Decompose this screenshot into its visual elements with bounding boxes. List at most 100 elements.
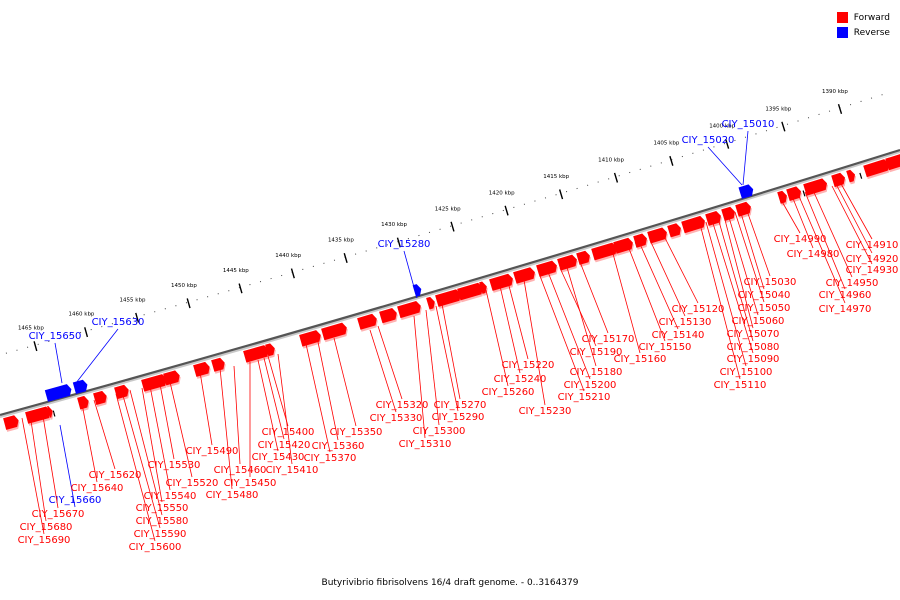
forward-gene[interactable] xyxy=(163,370,180,386)
forward-gene[interactable] xyxy=(536,260,557,277)
gene-label[interactable]: CIY_15420 xyxy=(258,440,311,451)
forward-gene[interactable] xyxy=(265,343,275,357)
gene-label[interactable]: CIY_15670 xyxy=(32,509,85,520)
forward-gene[interactable] xyxy=(379,308,397,324)
forward-gene[interactable] xyxy=(735,201,751,217)
gene-label[interactable]: CIY_15530 xyxy=(148,460,201,471)
gene-label[interactable]: CIY_15090 xyxy=(727,354,780,365)
gene-label[interactable]: CIY_15620 xyxy=(89,470,142,481)
forward-gene[interactable] xyxy=(457,282,483,301)
forward-gene[interactable] xyxy=(681,215,705,234)
gene-label[interactable]: CIY_14980 xyxy=(787,249,840,260)
gene-label[interactable]: CIY_15410 xyxy=(266,465,319,476)
forward-gene[interactable] xyxy=(786,186,801,201)
forward-gene[interactable] xyxy=(243,345,269,363)
forward-gene[interactable] xyxy=(321,322,347,341)
forward-gene[interactable] xyxy=(426,296,435,310)
gene-label[interactable]: CIY_15370 xyxy=(304,453,357,464)
forward-gene[interactable] xyxy=(141,374,167,392)
gene-label[interactable]: CIY_15330 xyxy=(370,413,423,424)
gene-label[interactable]: CIY_14970 xyxy=(819,304,872,315)
gene-label[interactable]: CIY_15270 xyxy=(434,400,487,411)
gene-label[interactable]: CIY_15070 xyxy=(727,329,780,340)
forward-gene[interactable] xyxy=(513,267,535,284)
forward-gene[interactable] xyxy=(777,190,787,204)
gene-label[interactable]: CIY_15210 xyxy=(558,392,611,403)
forward-gene[interactable] xyxy=(479,281,487,294)
gene-label[interactable]: CIY_15110 xyxy=(714,380,767,391)
forward-gene[interactable] xyxy=(77,395,89,410)
gene-label[interactable]: CIY_15100 xyxy=(720,367,773,378)
gene-label[interactable]: CIY_15320 xyxy=(376,400,429,411)
forward-gene[interactable] xyxy=(885,154,900,171)
gene-label[interactable]: CIY_15580 xyxy=(136,516,189,527)
gene-label[interactable]: CIY_15200 xyxy=(564,380,617,391)
forward-gene[interactable] xyxy=(831,172,845,188)
gene-label[interactable]: CIY_15060 xyxy=(732,316,785,327)
gene-label[interactable]: CIY_14910 xyxy=(846,240,899,251)
forward-gene[interactable] xyxy=(489,273,513,291)
gene-label[interactable]: CIY_15180 xyxy=(570,367,623,378)
forward-gene[interactable] xyxy=(633,233,647,248)
gene-label[interactable]: CIY_15300 xyxy=(413,426,466,437)
gene-label[interactable]: CIY_14920 xyxy=(846,254,899,265)
gene-label[interactable]: CIY_15520 xyxy=(166,478,219,489)
gene-label[interactable]: CIY_15630 xyxy=(92,317,145,328)
forward-gene[interactable] xyxy=(613,237,633,254)
gene-label[interactable]: CIY_15130 xyxy=(659,317,712,328)
gene-label[interactable]: CIY_15080 xyxy=(727,342,780,353)
gene-label[interactable]: CIY_15690 xyxy=(18,535,71,546)
gene-label[interactable]: CIY_15460 xyxy=(214,465,267,476)
gene-label[interactable]: CIY_15430 xyxy=(252,452,305,463)
gene-label[interactable]: CIY_15030 xyxy=(744,277,797,288)
gene-label[interactable]: CIY_14990 xyxy=(774,234,827,245)
forward-gene[interactable] xyxy=(846,169,855,183)
gene-label[interactable]: CIY_15220 xyxy=(502,360,555,371)
reverse-gene[interactable] xyxy=(738,184,754,199)
forward-gene[interactable] xyxy=(591,242,617,261)
gene-label[interactable]: CIY_15640 xyxy=(71,483,124,494)
gene-label[interactable]: CIY_15050 xyxy=(738,303,791,314)
forward-gene[interactable] xyxy=(557,254,577,271)
forward-gene[interactable] xyxy=(25,406,51,424)
forward-gene[interactable] xyxy=(3,415,19,430)
forward-gene[interactable] xyxy=(93,390,107,405)
gene-label[interactable]: CIY_15480 xyxy=(206,490,259,501)
gene-label[interactable]: CIY_15600 xyxy=(129,542,182,553)
gene-label[interactable]: CIY_15660 xyxy=(49,495,102,506)
gene-label[interactable]: CIY_15490 xyxy=(186,446,239,457)
forward-gene[interactable] xyxy=(863,159,889,178)
forward-gene[interactable] xyxy=(357,313,377,330)
gene-label[interactable]: CIY_15280 xyxy=(378,239,431,250)
gene-label[interactable]: CIY_15290 xyxy=(432,412,485,423)
gene-label[interactable]: CIY_15260 xyxy=(482,387,535,398)
reverse-gene[interactable] xyxy=(72,379,88,394)
forward-gene[interactable] xyxy=(803,178,827,196)
gene-label[interactable]: CIY_15230 xyxy=(519,406,572,417)
forward-gene[interactable] xyxy=(667,223,681,238)
gene-label[interactable]: CIY_15170 xyxy=(582,334,635,345)
gene-label[interactable]: CIY_15040 xyxy=(738,290,791,301)
gene-label[interactable]: CIY_15310 xyxy=(399,439,452,450)
gene-label[interactable]: CIY_15140 xyxy=(652,330,705,341)
gene-label[interactable]: CIY_15650 xyxy=(29,331,82,342)
gene-label[interactable]: CIY_14930 xyxy=(846,265,899,276)
gene-label[interactable]: CIY_15190 xyxy=(570,347,623,358)
gene-label[interactable]: CIY_15360 xyxy=(312,441,365,452)
gene-label[interactable]: CIY_15020 xyxy=(682,135,735,146)
gene-label[interactable]: CIY_15450 xyxy=(224,478,277,489)
reverse-gene[interactable] xyxy=(44,384,72,402)
forward-gene[interactable] xyxy=(576,250,590,265)
gene-label[interactable]: CIY_14950 xyxy=(826,278,879,289)
forward-gene[interactable] xyxy=(114,384,129,400)
forward-gene[interactable] xyxy=(647,227,667,244)
gene-label[interactable]: CIY_14960 xyxy=(819,290,872,301)
forward-gene[interactable] xyxy=(397,301,421,319)
gene-label[interactable]: CIY_15350 xyxy=(330,427,383,438)
reverse-gene[interactable] xyxy=(412,284,422,297)
gene-label[interactable]: CIY_15120 xyxy=(672,304,725,315)
gene-label[interactable]: CIY_15010 xyxy=(722,119,775,130)
forward-gene[interactable] xyxy=(193,361,210,377)
gene-label[interactable]: CIY_15160 xyxy=(614,354,667,365)
gene-label[interactable]: CIY_15590 xyxy=(134,529,187,540)
